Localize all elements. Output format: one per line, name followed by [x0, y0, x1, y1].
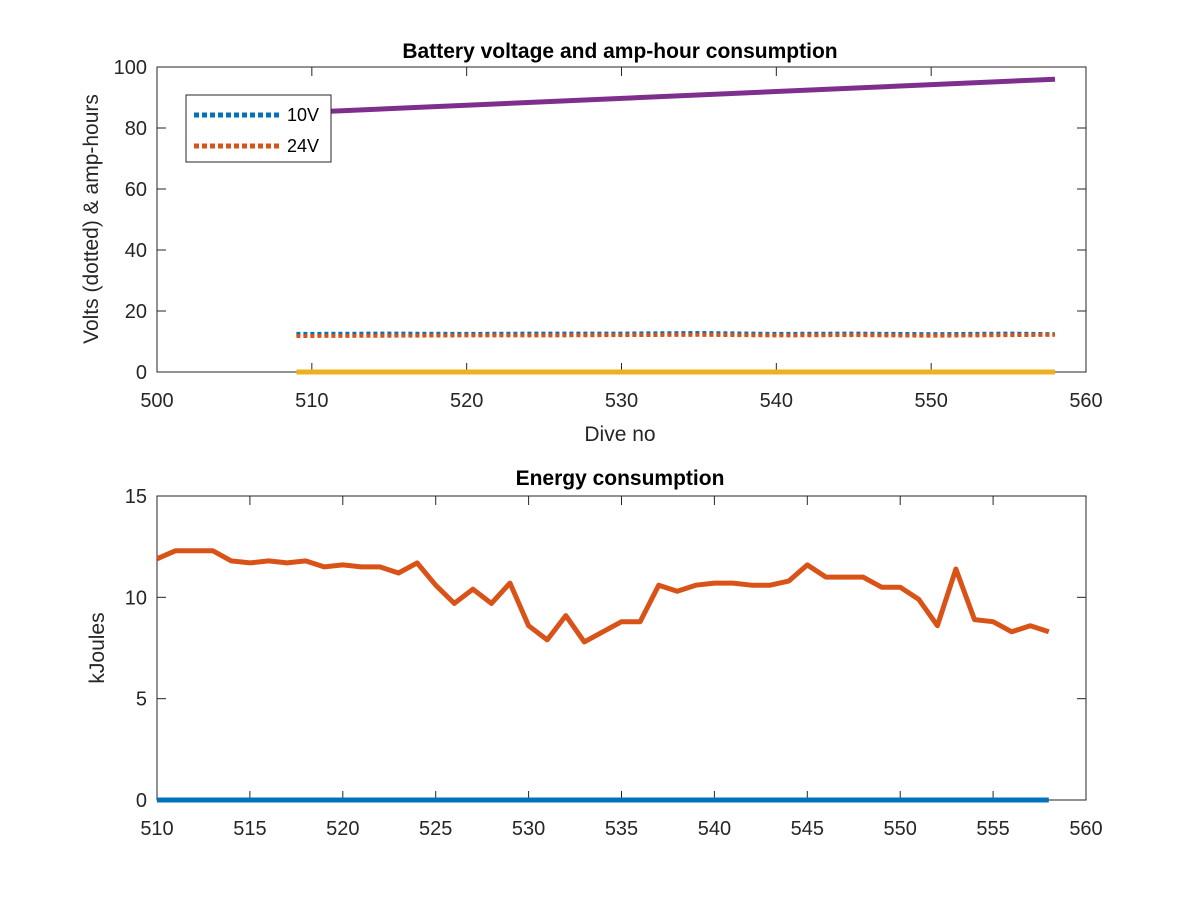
top-series-lines [296, 76, 1056, 375]
top-y-axis-label: Volts (dotted) & amp-hours [80, 94, 103, 344]
bottom-x-tick-label: 545 [791, 818, 824, 840]
bottom-axes: Energy consumption 510 515 520 525 530 535 540… [86, 467, 1103, 840]
bottom-x-tick-label: 560 [1069, 818, 1102, 840]
top-y-tick-label: 20 [125, 301, 147, 323]
bottom-x-tick-label: 525 [419, 818, 452, 840]
top-x-tick-label: 560 [1069, 390, 1102, 412]
bottom-x-tick-label: 555 [976, 818, 1009, 840]
bottom-plot-box [156, 495, 1087, 801]
top-series-line-2 [296, 76, 1056, 116]
bottom-x-tick-label: 530 [512, 818, 545, 840]
legend-label-10v: 10V [287, 105, 319, 125]
top-x-tick-label: 520 [450, 390, 483, 412]
top-x-tick-label: 510 [295, 390, 328, 412]
top-axis-ticks: 500 510 520 530 540 550 560 0 20 40 60 80 100 [114, 57, 1103, 412]
bottom-y-tick-label: 5 [136, 689, 147, 711]
top-x-tick-label: 540 [760, 390, 793, 412]
top-y-tick-label: 60 [125, 179, 147, 201]
bottom-y-axis-label: kJoules [86, 612, 109, 683]
bottom-y-tick-label: 15 [125, 486, 147, 508]
top-y-tick-label: 40 [125, 240, 147, 262]
bottom-x-tick-label: 520 [326, 818, 359, 840]
legend-box [185, 94, 332, 163]
legend: 10V 24V [185, 94, 332, 163]
top-axes: Battery voltage and amp-hour consumption… [80, 40, 1103, 446]
top-y-tick-label: 0 [136, 362, 147, 384]
top-x-axis-label: Dive no [584, 423, 655, 446]
bottom-x-tick-label: 510 [140, 818, 173, 840]
top-x-tick-label: 530 [605, 390, 638, 412]
bottom-x-tick-label: 535 [605, 818, 638, 840]
bottom-series-lines [156, 548, 1050, 803]
bottom-series-line-0 [156, 548, 1050, 645]
top-x-tick-label: 550 [914, 390, 947, 412]
top-y-tick-label: 100 [114, 57, 147, 79]
top-series-24v [296, 332, 1056, 338]
bottom-x-tick-label: 540 [698, 818, 731, 840]
bottom-x-tick-label: 550 [884, 818, 917, 840]
bottom-x-tick-label: 515 [233, 818, 266, 840]
bottom-y-tick-label: 0 [136, 790, 147, 812]
top-chart-title: Battery voltage and amp-hour consumption [402, 40, 837, 63]
bottom-y-tick-label: 10 [125, 587, 147, 609]
top-y-tick-label: 80 [125, 118, 147, 140]
bottom-chart-title: Energy consumption [516, 467, 725, 490]
legend-label-24v: 24V [287, 136, 319, 156]
top-x-tick-label: 500 [140, 390, 173, 412]
